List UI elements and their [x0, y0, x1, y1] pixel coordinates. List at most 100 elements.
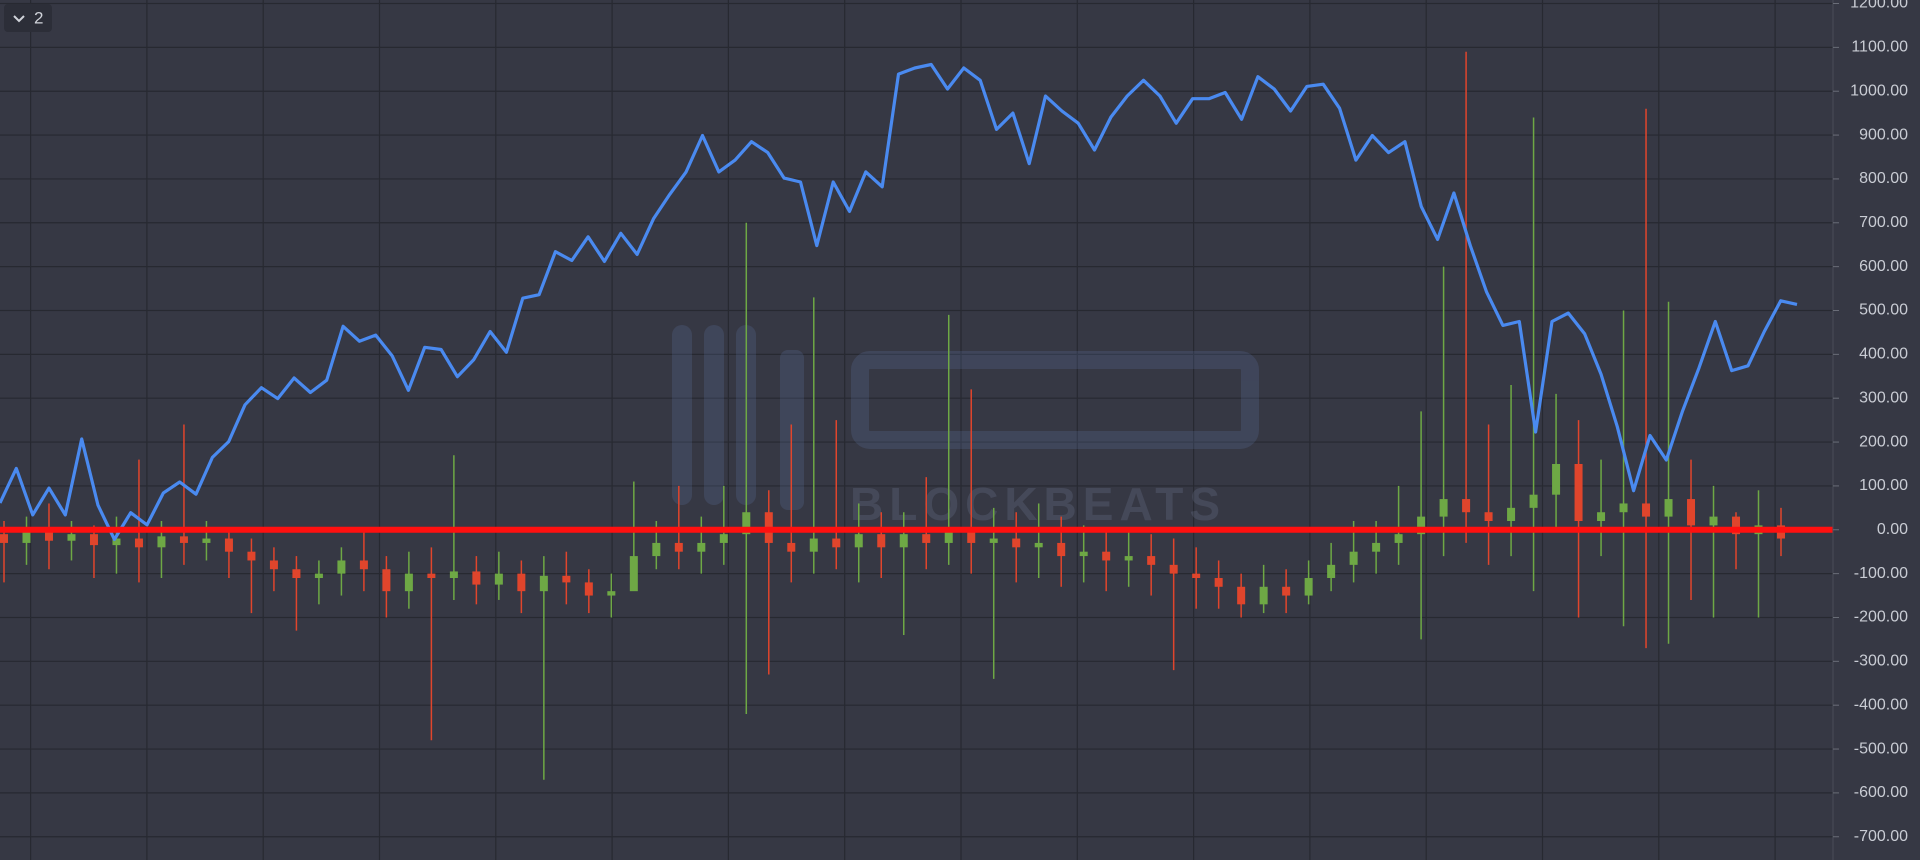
candle-body [1237, 586, 1246, 605]
pane-toggle-box[interactable] [4, 4, 52, 32]
y-tick-label: -500.00 [1854, 740, 1908, 757]
y-axis: 1200.00 1100.00 1000.00 900.00 800.00 700.00 6… [1833, 0, 1908, 845]
candle-body [1687, 499, 1696, 526]
candle-body [584, 582, 593, 596]
plot [0, 51, 1833, 780]
candle-body [269, 560, 278, 570]
candle-body [449, 571, 458, 579]
y-tick-label: 900.00 [1859, 126, 1908, 143]
candle-body [1169, 564, 1178, 574]
candle-body [112, 538, 121, 546]
candle-body [1259, 586, 1268, 605]
candle-body [742, 512, 751, 535]
candle-body [1619, 503, 1628, 513]
candle-body [89, 534, 98, 546]
y-tick-label: -600.00 [1854, 784, 1908, 801]
y-tick-label: 1200.00 [1850, 0, 1908, 12]
y-tick-label: 700.00 [1859, 214, 1908, 231]
y-tick-label: -100.00 [1854, 565, 1908, 582]
candle-body [314, 573, 323, 579]
candle-body [922, 534, 931, 543]
y-tick-label: 1100.00 [1851, 39, 1908, 56]
candle-body [494, 573, 503, 585]
candle-body [1012, 538, 1021, 548]
candle-body [67, 534, 76, 541]
candle-body [1462, 499, 1471, 513]
candle-body [1439, 499, 1448, 517]
y-tick-label: 800.00 [1859, 170, 1908, 187]
y-tick-label: 300.00 [1859, 389, 1908, 406]
candle-body [247, 551, 256, 561]
candle-body [877, 534, 886, 548]
y-tick-label: 1000.00 [1850, 82, 1908, 99]
y-tick-label: -400.00 [1854, 696, 1908, 713]
candle-body [292, 569, 301, 579]
candle-body [404, 573, 413, 592]
candle-body [1282, 586, 1291, 596]
candle-body [134, 538, 143, 548]
candle-body [1214, 578, 1223, 587]
y-tick-label: 400.00 [1859, 346, 1908, 363]
candle-body [899, 534, 908, 548]
candle-body [1574, 463, 1583, 521]
candle-body [44, 531, 53, 541]
candle-body [1552, 463, 1561, 495]
candle-body [697, 542, 706, 552]
candle-body [989, 538, 998, 543]
candle-body [1034, 542, 1043, 548]
candle-body [1102, 551, 1111, 561]
candle-body [1709, 516, 1718, 526]
candle-body [832, 538, 841, 548]
logo-bar [704, 325, 724, 505]
candle-body [1507, 507, 1516, 521]
line-series [0, 62, 1798, 541]
y-tick-label: -700.00 [1854, 828, 1908, 845]
candle-body [382, 569, 391, 592]
candle-body [652, 542, 661, 557]
logo-shape [851, 351, 1259, 449]
candle-body [674, 542, 683, 552]
candle-body [22, 531, 31, 543]
candle-body [944, 529, 953, 543]
candle-body [179, 536, 188, 543]
candle-body [1529, 494, 1538, 508]
candle-body [809, 538, 818, 552]
candle-body [787, 542, 796, 552]
y-tick-label: 0.00 [1877, 521, 1908, 538]
candle-body [1349, 551, 1358, 565]
pane-label: 2 [34, 8, 43, 27]
candle-body [1597, 512, 1606, 521]
candle-body [562, 575, 571, 583]
candle-body [607, 591, 616, 596]
y-tick-label: -200.00 [1854, 609, 1908, 626]
candle-body [202, 538, 211, 543]
candle-body [1124, 556, 1133, 561]
candle-body [1484, 512, 1493, 521]
candle-body [337, 560, 346, 574]
candle-body [1192, 573, 1201, 579]
candle-body [1304, 578, 1313, 596]
candle-body [1664, 499, 1673, 517]
candle-body [1642, 503, 1651, 517]
logo-bar [672, 325, 692, 505]
candle-body [359, 560, 368, 570]
candle-body [427, 573, 436, 579]
candle-body [1372, 542, 1381, 552]
candle-body [1732, 516, 1741, 535]
candle-body [157, 536, 166, 548]
y-tick-label: 500.00 [1859, 302, 1908, 319]
candle-body [539, 575, 548, 592]
y-tick-label: -300.00 [1854, 653, 1908, 670]
candle-body [629, 556, 638, 592]
candle-body [967, 529, 976, 543]
chevron-icon [13, 15, 25, 23]
candle-body [472, 571, 481, 585]
candle-body [224, 538, 233, 552]
pane-toggle[interactable]: 2 [4, 4, 52, 32]
watermark: BLOCKBEATS [672, 325, 1259, 530]
candle-body [1147, 556, 1156, 565]
candle-body [1057, 542, 1066, 557]
